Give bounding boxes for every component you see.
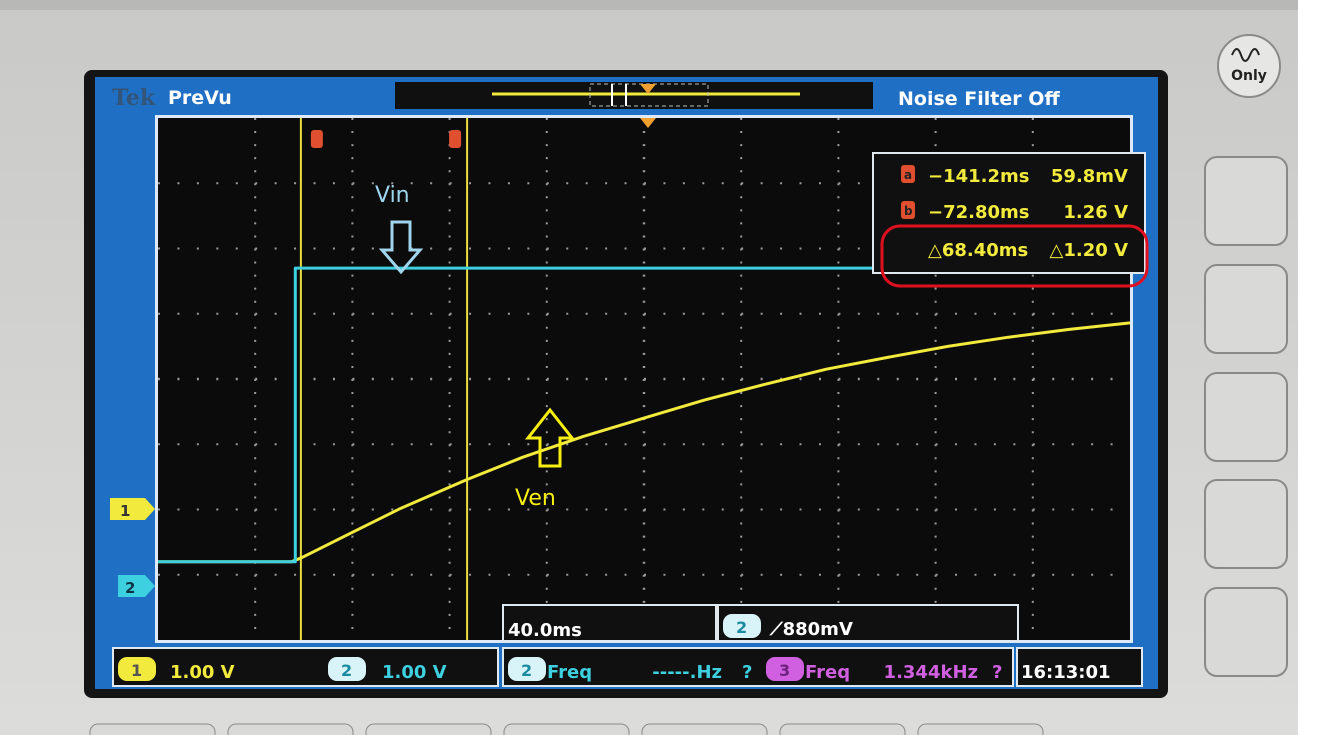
cursor-a-value: 59.8mV	[1051, 166, 1128, 187]
cursor-delta-time: △68.40ms	[928, 240, 1028, 261]
cursor-b-tag	[901, 201, 915, 219]
ch2-trace	[158, 266, 1130, 564]
ch2-scale[interactable]: 1.00 V	[382, 662, 447, 683]
traces	[158, 266, 1131, 564]
ch1-ground-marker[interactable]: 1	[110, 498, 155, 520]
cursor-a-marker	[310, 130, 323, 148]
svg-text:?: ?	[992, 662, 1002, 683]
brand-logo: Tek	[112, 85, 156, 111]
cursor-delta-value: △1.20 V	[1050, 240, 1129, 261]
cursor-readout: a −141.2ms 59.8mV b −72.80ms 1.26 V △68.…	[872, 152, 1146, 274]
svg-text:1: 1	[120, 502, 130, 520]
svg-text:b: b	[904, 204, 913, 218]
waveform-icon	[1231, 48, 1260, 62]
ch1-scale[interactable]: 1.00 V	[170, 662, 235, 683]
highlight-ellipse	[880, 224, 1149, 288]
arrow-up-icon	[524, 407, 576, 468]
meas1-value: -----.Hz	[652, 662, 722, 683]
vin-annotation: Vin	[375, 183, 410, 208]
bottom-menu-buttons[interactable]	[89, 723, 1044, 735]
svg-text:2: 2	[736, 618, 747, 637]
cursor-b-time: −72.80ms	[928, 202, 1030, 223]
side-menu-button-5[interactable]	[1204, 587, 1288, 677]
acquisition-mode: PreVu	[168, 87, 232, 109]
svg-text:3: 3	[779, 661, 790, 680]
meas2-name: Freq	[805, 662, 850, 683]
cursor-b-marker	[449, 130, 462, 148]
svg-text:1: 1	[131, 661, 142, 680]
side-menu-button-4[interactable]	[1204, 479, 1288, 569]
svg-text:2: 2	[125, 579, 135, 597]
svg-text:2: 2	[521, 661, 532, 680]
side-menu-button-3[interactable]	[1204, 372, 1288, 462]
svg-text:Only: Only	[1231, 68, 1267, 84]
timebase[interactable]: 40.0ms	[508, 620, 582, 641]
ch1-trace	[158, 321, 1131, 564]
grid	[158, 118, 1130, 640]
side-menu-button-1[interactable]	[1204, 156, 1288, 246]
ch2-ground-marker[interactable]: 2	[118, 575, 155, 597]
ven-annotation: Ven	[515, 486, 556, 511]
trigger-level[interactable]: ⟋880mV	[769, 619, 853, 640]
cursor-a-time: −141.2ms	[928, 166, 1030, 187]
noise-filter-status: Noise Filter Off	[898, 88, 1060, 110]
clock: 16:13:01	[1021, 662, 1111, 683]
meas2-value: 1.344kHz	[884, 662, 978, 683]
svg-text:2: 2	[341, 661, 352, 680]
svg-text:a: a	[904, 168, 912, 182]
side-menu-button-2[interactable]	[1204, 264, 1288, 354]
trigger-position-marker	[640, 84, 656, 94]
cursor-a-tag	[901, 165, 915, 183]
svg-text:?: ?	[742, 662, 752, 683]
cursor-b-value: 1.26 V	[1063, 202, 1128, 223]
arrow-down-icon	[378, 220, 424, 275]
waveform-only-button[interactable]: Only	[1217, 34, 1281, 98]
meas1-name: Freq	[547, 662, 592, 683]
cursors[interactable]	[299, 118, 469, 640]
rising-edge-icon: ⟋	[769, 619, 784, 640]
